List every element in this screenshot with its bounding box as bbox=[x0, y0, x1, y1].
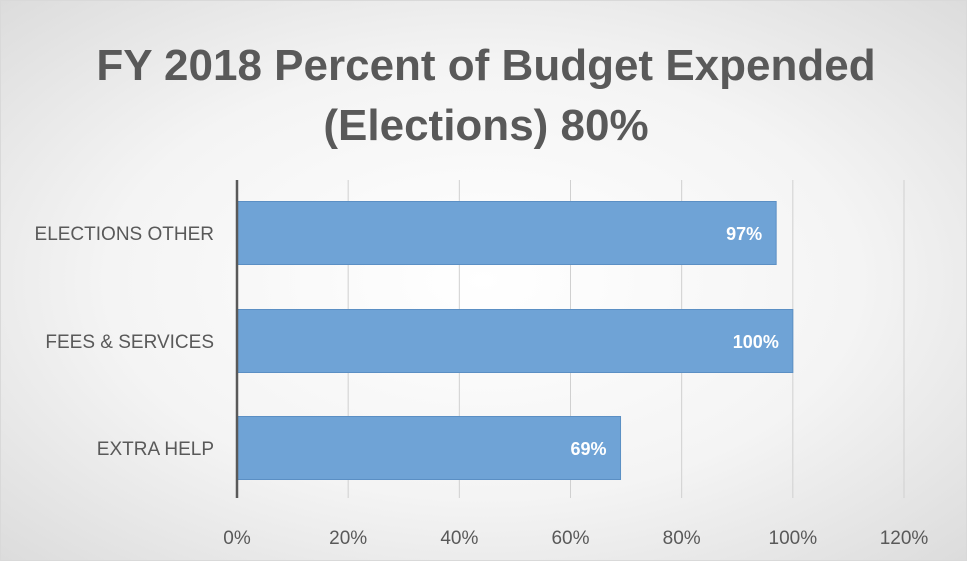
bars bbox=[236, 201, 794, 480]
chart-title-line-1: FY 2018 Percent of Budget Expended bbox=[96, 41, 875, 90]
x-tick-label-5: 100% bbox=[769, 528, 818, 549]
x-tick-label-0: 0% bbox=[223, 528, 251, 549]
category-label-0: ELECTIONS OTHER bbox=[35, 224, 214, 245]
category-labels: ELECTIONS OTHER FEES & SERVICES EXTRA HELP bbox=[35, 224, 214, 460]
data-label-0: 97% bbox=[726, 224, 762, 244]
x-tick-label-3: 60% bbox=[551, 528, 589, 549]
chart-title: FY 2018 Percent of Budget Expended (Elec… bbox=[96, 41, 875, 150]
data-labels: 97% 100% 69% bbox=[570, 224, 778, 459]
category-label-1: FEES & SERVICES bbox=[45, 332, 214, 353]
x-tick-label-2: 40% bbox=[440, 528, 478, 549]
bar-2 bbox=[236, 416, 622, 480]
x-tick-label-1: 20% bbox=[329, 528, 367, 549]
data-label-1: 100% bbox=[733, 332, 779, 352]
data-label-2: 69% bbox=[570, 439, 606, 459]
x-tick-label-6: 120% bbox=[880, 528, 929, 549]
chart-title-line-2: (Elections) 80% bbox=[323, 101, 648, 150]
x-tick-label-4: 80% bbox=[663, 528, 701, 549]
category-label-2: EXTRA HELP bbox=[97, 439, 214, 460]
x-tick-labels: 0% 20% 40% 60% 80% 100% 120% bbox=[223, 528, 928, 549]
bar-1 bbox=[236, 309, 794, 373]
bar-0 bbox=[236, 201, 777, 265]
